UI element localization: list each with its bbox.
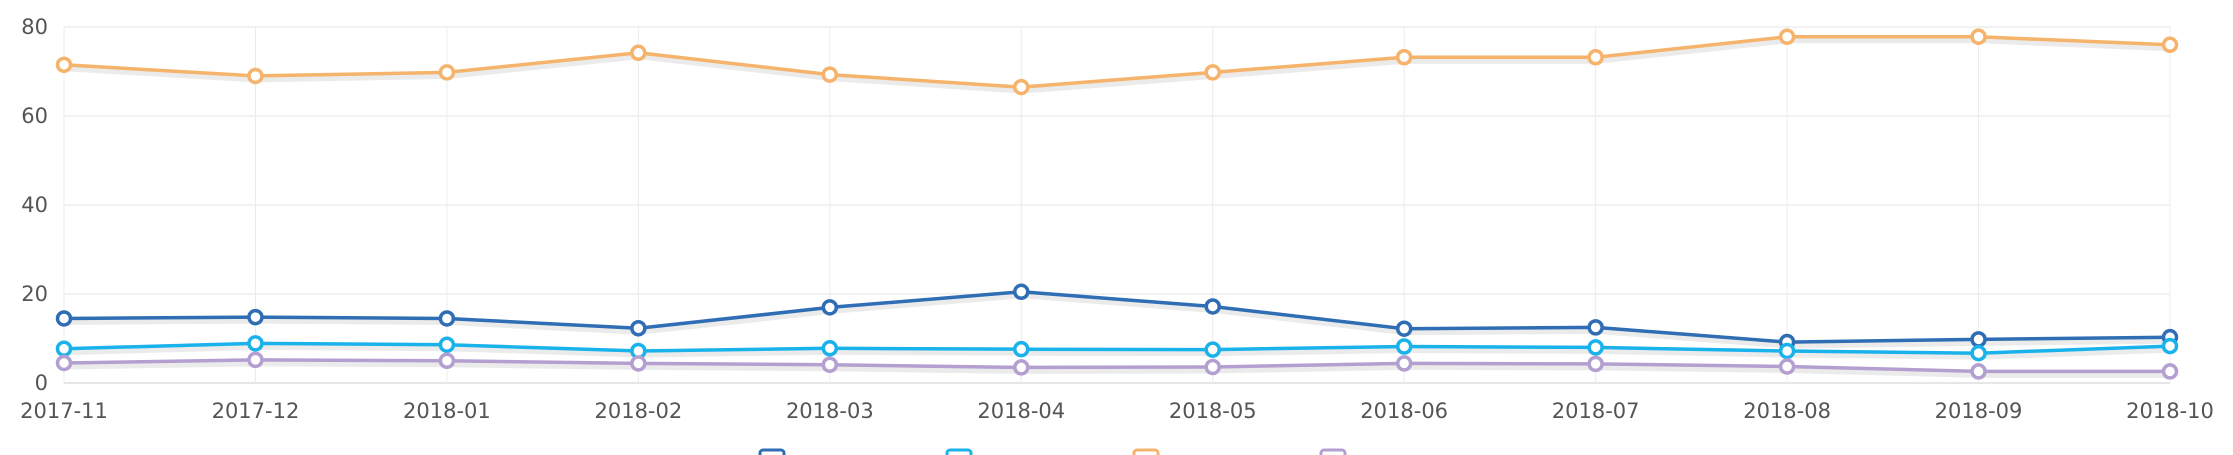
data-point [1395,338,1413,355]
series-line [62,358,2172,374]
data-point [247,67,264,85]
data-point [438,336,456,353]
data-point [1013,78,1030,96]
series-shadow [64,291,2172,349]
data-point [1587,49,1604,66]
data-point [55,310,73,327]
data-point [1778,358,1796,375]
data-point [247,308,264,326]
y-tick-label: 0 [35,371,48,395]
data-point [2161,363,2179,380]
y-tick-label: 40 [21,193,48,217]
data-point [1778,342,1796,360]
data-point [1204,64,1221,81]
x-tick-label: 2018-01 [403,399,491,423]
x-tick-label: 2018-10 [2126,399,2214,423]
series-line [62,290,2172,344]
x-tick-label: 2018-06 [1360,399,1448,423]
x-tick-label: 2017-12 [212,399,300,423]
data-point [1013,359,1030,376]
data-point [438,64,456,81]
data-point [1395,355,1413,372]
data-point [1970,363,1987,380]
data-point [630,355,647,372]
series-group [55,351,2179,380]
data-point [2161,337,2179,355]
series-shadow [64,342,2172,360]
data-point [1970,331,1987,348]
data-point [247,351,264,369]
series-shadow [64,36,2172,94]
data-point [1587,355,1604,373]
x-tick-label: 2018-03 [786,399,874,423]
data-point [1778,28,1796,46]
legend-swatch [1132,448,1160,455]
x-tick-label: 2018-08 [1743,399,1831,423]
series-line [62,35,2172,89]
x-axis: 2017-11 2017-12 2018-01 2018-02 2018-03 2018-… [20,399,2214,423]
data-point [2161,36,2179,54]
data-point [438,310,456,327]
legend[interactable] [758,448,1347,455]
x-tick-label: 2018-05 [1169,399,1257,423]
data-point [630,320,647,337]
data-point [1395,49,1413,66]
data-point [1013,283,1030,301]
data-point [1395,320,1413,337]
legend-swatch [1319,448,1347,455]
legend-swatch [945,448,973,455]
series-lines [55,28,2179,380]
data-point [55,56,73,74]
series-group [55,283,2179,351]
data-point [1970,28,1987,46]
x-tick-label: 2017-11 [20,399,108,423]
y-axis: 0 20 40 60 80 [21,15,48,395]
x-tick-label: 2018-04 [977,399,1065,423]
legend-item[interactable] [1319,448,1347,455]
data-point [1587,339,1604,356]
data-point [1970,344,1987,362]
data-point [1587,319,1604,336]
data-point [1204,341,1221,358]
legend-swatch [758,448,786,455]
y-tick-label: 60 [21,104,48,128]
data-point [821,356,839,374]
series-shadow [64,359,2171,378]
legend-item[interactable] [945,448,973,455]
y-tick-label: 20 [21,282,48,306]
data-point [55,340,73,357]
data-point [247,335,264,352]
x-tick-label: 2018-07 [1552,399,1640,423]
data-point [821,340,839,357]
x-tick-label: 2018-09 [1935,399,2023,423]
x-tick-label: 2018-02 [594,399,682,423]
data-point [55,354,73,372]
data-point [630,44,647,62]
data-point [438,352,456,369]
data-point [821,66,839,83]
data-point [821,299,839,316]
legend-item[interactable] [758,448,786,455]
data-point [1013,340,1030,358]
data-point [1204,358,1221,376]
series-line [62,341,2172,355]
y-tick-label: 80 [21,15,48,39]
legend-item[interactable] [1132,448,1160,455]
series-group [55,28,2179,96]
series-group [55,335,2179,362]
data-point [1204,298,1221,315]
